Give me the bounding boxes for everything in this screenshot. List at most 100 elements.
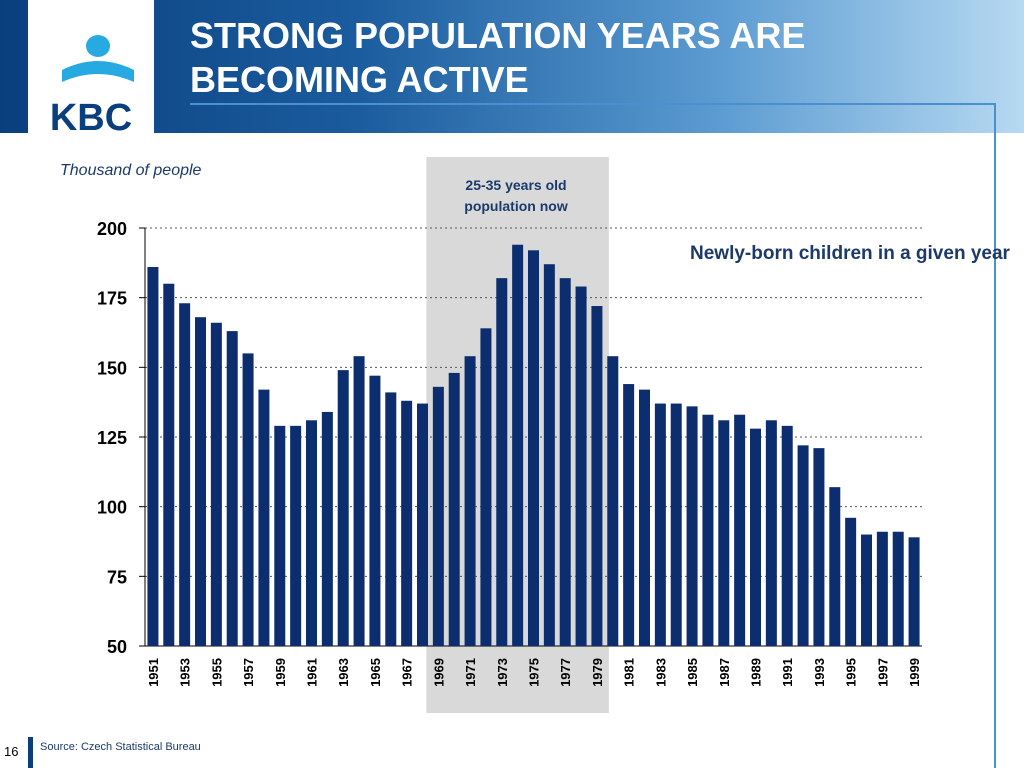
x-tick-label: 1965: [368, 658, 383, 687]
x-tick-label: 1987: [717, 658, 732, 687]
highlight-label: 25-35 years old population now: [423, 175, 609, 217]
bar-1962: [321, 411, 333, 646]
frame-line-top: [190, 103, 996, 105]
source-note: Source: Czech Statistical Bureau: [40, 741, 201, 753]
x-tick-label: 1957: [241, 658, 256, 687]
x-tick-label: 1989: [749, 658, 764, 687]
x-tick-label: 1955: [209, 658, 224, 687]
bar-1970: [448, 372, 460, 646]
bar-1980: [607, 356, 619, 646]
x-tick-label: 1953: [178, 658, 193, 687]
x-tick-label: 1995: [844, 658, 859, 687]
bar-1988: [734, 414, 746, 646]
title-banner: [0, 0, 1024, 133]
bar-1952: [163, 283, 175, 646]
bar-1968: [417, 403, 428, 646]
bar-1983: [654, 403, 666, 646]
y-axis-label: Thousand of people: [60, 162, 202, 179]
bar-1977: [559, 278, 571, 646]
bar-1985: [686, 406, 698, 646]
bar-1965: [369, 375, 381, 646]
x-tick-label: 1991: [780, 658, 795, 687]
bar-1996: [861, 534, 872, 646]
bar-1955: [210, 322, 222, 646]
bar-1991: [781, 425, 793, 646]
bar-1978: [575, 286, 587, 646]
bar-1992: [797, 445, 809, 646]
bar-1995: [845, 517, 857, 646]
bar-1961: [306, 420, 317, 646]
frame-line-right: [994, 103, 996, 768]
y-tick-label: 150: [97, 358, 127, 378]
bar-1953: [179, 303, 191, 646]
bar-1989: [750, 428, 761, 646]
slide-title-line2: BECOMING ACTIVE: [190, 59, 529, 100]
footer-accent-bar: [28, 737, 33, 768]
y-tick-label: 175: [97, 289, 127, 309]
x-tick-label: 1981: [622, 658, 637, 687]
bar-1967: [401, 400, 413, 646]
x-tick-label: 1959: [273, 658, 288, 687]
bar-1964: [353, 356, 365, 646]
x-tick-label: 1999: [907, 658, 922, 687]
bar-1971: [464, 356, 476, 646]
bar-1976: [543, 264, 555, 646]
y-tick-label: 125: [97, 428, 127, 448]
bar-1959: [274, 425, 286, 646]
bar-1956: [226, 331, 238, 646]
bar-1966: [385, 392, 397, 646]
x-tick-label: 1971: [463, 658, 478, 687]
bar-1986: [702, 414, 714, 646]
kbc-logo: KBC: [28, 0, 154, 139]
bar-1999: [908, 537, 920, 646]
bar-1972: [480, 328, 492, 646]
y-tick-label: 50: [107, 637, 127, 657]
slide-title: STRONG POPULATION YEARS ARE BECOMING ACT…: [190, 14, 970, 102]
bar-1982: [639, 389, 650, 646]
x-tick-label: 1967: [400, 658, 415, 687]
x-tick-label: 1983: [653, 658, 668, 687]
bar-1957: [242, 353, 254, 646]
y-tick-label: 75: [107, 567, 127, 587]
bar-1963: [337, 370, 349, 646]
kbc-logo-icon: KBC: [50, 35, 134, 139]
bar-1987: [718, 420, 730, 646]
bar-1990: [765, 420, 777, 646]
highlight-label-line1: 25-35 years old: [465, 177, 567, 193]
x-tick-label: 1951: [146, 658, 161, 687]
x-tick-label: 1993: [812, 658, 827, 687]
bar-1954: [195, 317, 206, 646]
y-tick-label: 100: [97, 498, 127, 518]
page-number: 16: [4, 744, 19, 759]
x-tick-label: 1969: [431, 658, 446, 687]
bar-1973: [496, 278, 508, 646]
bar-1974: [512, 244, 524, 646]
bar-1958: [258, 389, 270, 646]
x-tick-label: 1985: [685, 658, 700, 687]
highlight-label-line2: population now: [464, 198, 568, 214]
bar-1951: [147, 267, 159, 646]
series-annotation-text: Newly-born children in a given year: [690, 243, 1010, 264]
x-tick-label: 1997: [875, 658, 890, 687]
bar-1998: [892, 531, 904, 646]
series-annotation: Newly-born children in a given year: [690, 240, 1010, 267]
x-tick-label: 1979: [590, 658, 605, 687]
kbc-logo-text: KBC: [50, 97, 132, 133]
bar-1979: [591, 306, 603, 646]
bar-1993: [813, 448, 825, 646]
y-tick-label: 200: [97, 219, 127, 239]
bar-1997: [876, 531, 888, 646]
x-tick-label: 1961: [305, 658, 320, 687]
x-tick-label: 1963: [336, 658, 351, 687]
bar-1960: [290, 425, 302, 646]
bar-1994: [829, 487, 841, 646]
bar-1969: [432, 386, 444, 646]
x-tick-label: 1975: [527, 658, 542, 687]
bar-1975: [528, 250, 539, 646]
bar-1981: [623, 384, 635, 646]
slide-title-line1: STRONG POPULATION YEARS ARE: [190, 15, 806, 56]
bar-1984: [670, 403, 682, 646]
x-tick-label: 1977: [558, 658, 573, 687]
x-tick-label: 1973: [495, 658, 510, 687]
